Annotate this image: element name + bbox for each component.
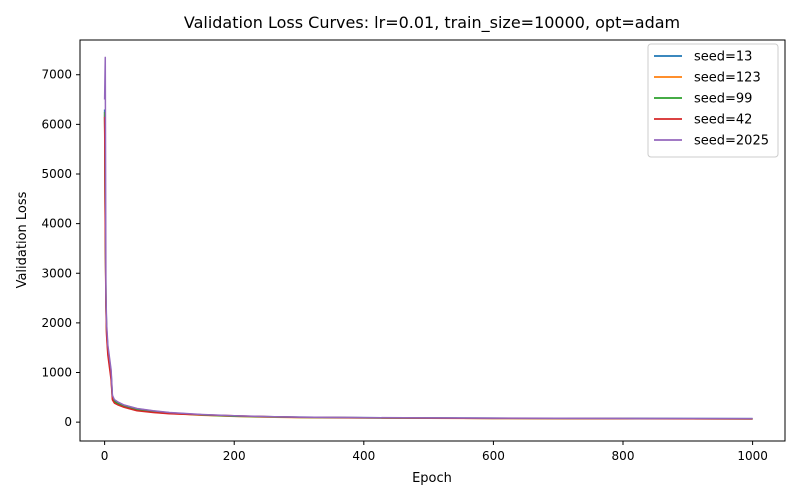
series-line-5 [103, 56, 753, 420]
legend-box [647, 43, 779, 158]
y-tick-label: 7000 [41, 68, 72, 82]
series-line-4 [103, 116, 753, 420]
legend-label: seed=2025 [694, 134, 769, 149]
x-tick-label: 800 [612, 449, 635, 463]
axes: 0 200 400 600 800 1000 0 1000 2000 3000 4000 5000 60… [41, 39, 786, 463]
x-axis-label: Epoch [412, 471, 452, 486]
legend-label: seed=99 [694, 92, 752, 107]
y-tick-label: 0 [64, 415, 72, 429]
y-tick-label: 3000 [41, 266, 72, 280]
legend-label: seed=123 [694, 71, 761, 86]
chart-title: Validation Loss Curves: lr=0.01, train_s… [184, 13, 680, 33]
legend-label: seed=42 [694, 113, 752, 128]
plot-frame [79, 39, 786, 442]
y-axis-label: Validation Loss [15, 191, 30, 288]
series-line-3 [103, 111, 753, 420]
series-line-2 [103, 114, 753, 420]
plot-lines [103, 56, 753, 420]
y-tick-label: 2000 [41, 316, 72, 330]
y-tick-label: 4000 [41, 217, 72, 231]
legend: seed=13 seed=123 seed=99 seed=42 seed=2025 [647, 43, 779, 158]
x-tick-label: 0 [101, 449, 109, 463]
y-tick-label: 1000 [41, 366, 72, 380]
y-tick-label: 6000 [41, 117, 72, 131]
x-tick-label: 400 [352, 449, 375, 463]
x-tick-label: 600 [482, 449, 505, 463]
y-tick-label: 5000 [41, 167, 72, 181]
legend-label: seed=13 [694, 50, 752, 65]
x-tick-label: 200 [223, 449, 246, 463]
x-tick-label: 1000 [737, 449, 768, 463]
